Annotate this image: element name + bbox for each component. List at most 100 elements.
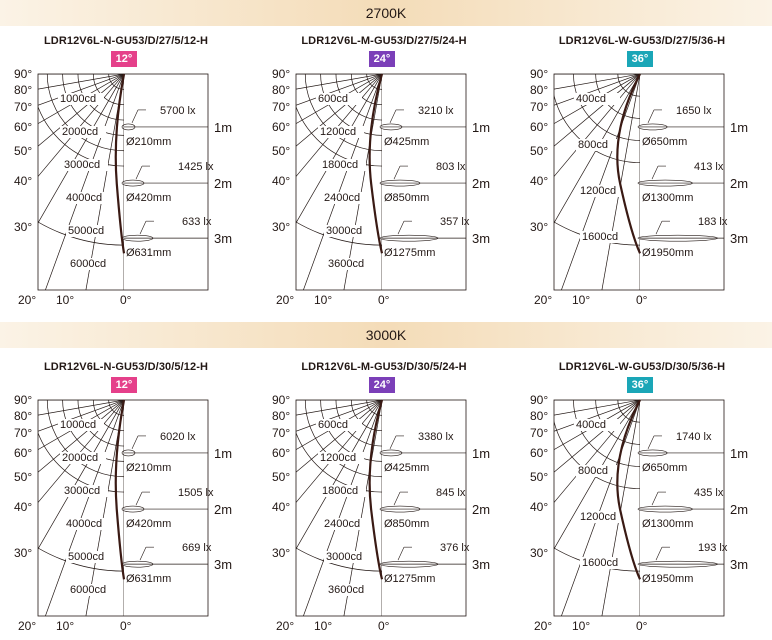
bottom-angle-label: 20° — [276, 293, 294, 307]
beam-angle-badge: 24° — [369, 51, 395, 67]
angle-label: 90° — [14, 393, 32, 407]
bottom-angle-label: 20° — [18, 293, 36, 307]
candela-label: 800cd — [578, 139, 608, 151]
angle-ray — [296, 74, 382, 178]
candela-label: 1200cd — [580, 511, 616, 523]
angle-label: 60° — [272, 120, 290, 134]
angle-ray — [38, 400, 124, 432]
angle-label: 40° — [530, 500, 548, 514]
lux-leader — [397, 547, 405, 561]
section-heading: 2700K — [0, 0, 772, 26]
distance-label: 3m — [472, 557, 490, 572]
lux-value: 193 lx — [698, 542, 728, 554]
model-name: LDR12V6L-W-GU53/D/27/5/36-H — [558, 35, 726, 47]
lux-value: 413 lx — [694, 161, 724, 173]
label-bg — [580, 231, 626, 243]
candela-label: 1600cd — [582, 557, 618, 569]
angle-ray — [296, 400, 382, 504]
lux-value: 3380 lx — [418, 431, 454, 443]
candela-label: 400cd — [576, 93, 606, 105]
angle-label: 30° — [272, 220, 290, 234]
candela-label: 600cd — [318, 93, 348, 105]
light-distribution-diagram: 1000cd 2000cd 3000cd 4000cd 5000cd 6000cd 90° 8… — [14, 393, 232, 633]
angle-label: 60° — [14, 446, 32, 460]
distance-label: 2m — [730, 176, 748, 191]
beam-diameter: Ø631mm — [126, 573, 171, 585]
model-name: LDR12V6L-W-GU53/D/30/5/36-H — [558, 361, 726, 373]
label-bg — [576, 139, 622, 151]
label-bg — [66, 225, 112, 237]
angle-label: 30° — [530, 546, 548, 560]
model-name: LDR12V6L-M-GU53/D/30/5/24-H — [301, 361, 467, 373]
beam-diameter: Ø1275mm — [384, 247, 435, 259]
lux-leader — [655, 221, 663, 235]
angle-label: 80° — [14, 409, 32, 423]
angle-ray — [554, 400, 640, 504]
lux-value: 6020 lx — [160, 431, 196, 443]
distance-label: 2m — [214, 176, 232, 191]
beam-diameter: Ø631mm — [126, 247, 171, 259]
beam-diameter: Ø420mm — [126, 192, 171, 204]
beam-spot — [121, 123, 136, 131]
lux-value: 669 lx — [182, 542, 212, 554]
lux-leader — [135, 491, 143, 506]
lux-value: 1650 lx — [676, 105, 712, 117]
beam-diameter: Ø420mm — [126, 518, 171, 530]
angle-ray — [554, 74, 640, 178]
bottom-angle-label: 0° — [378, 619, 390, 633]
bottom-angle-label: 20° — [18, 619, 36, 633]
label-bg — [68, 258, 114, 270]
angle-ray — [296, 74, 382, 106]
beam-angle-badge: 12° — [111, 51, 137, 67]
label-bg — [60, 126, 106, 138]
angle-label: 70° — [272, 100, 290, 114]
angle-ray — [38, 74, 124, 106]
angle-label: 80° — [14, 83, 32, 97]
bottom-angle-label: 0° — [120, 293, 132, 307]
angle-label: 40° — [14, 174, 32, 188]
angle-ray — [38, 74, 124, 90]
angle-label: 30° — [14, 220, 32, 234]
bottom-angle-label: 10° — [572, 619, 590, 633]
light-distribution-diagram: 1000cd 2000cd 3000cd 4000cd 5000cd 6000cd 90° 8… — [14, 67, 232, 307]
angle-label: 80° — [530, 83, 548, 97]
lux-value: 5700 lx — [160, 105, 196, 117]
angle-ray — [38, 74, 124, 224]
distance-label: 3m — [214, 231, 232, 246]
angle-label: 60° — [14, 120, 32, 134]
candela-label: 2000cd — [62, 452, 98, 464]
candela-label: 3000cd — [64, 485, 100, 497]
candela-label: 4000cd — [66, 192, 102, 204]
light-distribution-diagram: 400cd 800cd 1200cd 1600cd 90° 80° 70° 60° 50° 40°… — [530, 393, 748, 633]
model-name: LDR12V6L-M-GU53/D/27/5/24-H — [301, 35, 467, 47]
lux-value: 1425 lx — [178, 161, 214, 173]
distance-label: 2m — [472, 502, 490, 517]
lux-value: 803 lx — [436, 161, 466, 173]
lux-leader — [651, 491, 659, 506]
lux-leader — [393, 491, 401, 506]
angle-ray — [554, 400, 640, 416]
candela-label: 3000cd — [326, 225, 362, 237]
bottom-angle-label: 0° — [636, 293, 648, 307]
label-bg — [62, 485, 108, 497]
bottom-angle-label: 10° — [572, 293, 590, 307]
lux-value: 435 lx — [694, 487, 724, 499]
bottom-angle-label: 10° — [314, 619, 332, 633]
beam-spot — [379, 560, 439, 568]
beam-diameter: Ø850mm — [384, 518, 429, 530]
candela-label: 2400cd — [324, 518, 360, 530]
label-bg — [68, 584, 114, 596]
beam-curve — [368, 399, 384, 580]
label-bg — [324, 225, 370, 237]
label-bg — [58, 93, 104, 105]
candela-label: 6000cd — [70, 584, 106, 596]
candela-label: 1000cd — [60, 419, 96, 431]
bottom-angle-label: 10° — [314, 293, 332, 307]
beam-diameter: Ø425mm — [384, 136, 429, 148]
lux-value: 1505 lx — [178, 487, 214, 499]
candela-label: 3600cd — [328, 584, 364, 596]
lux-leader — [389, 435, 397, 450]
angle-ray — [296, 74, 382, 224]
lux-value: 3210 lx — [418, 105, 454, 117]
